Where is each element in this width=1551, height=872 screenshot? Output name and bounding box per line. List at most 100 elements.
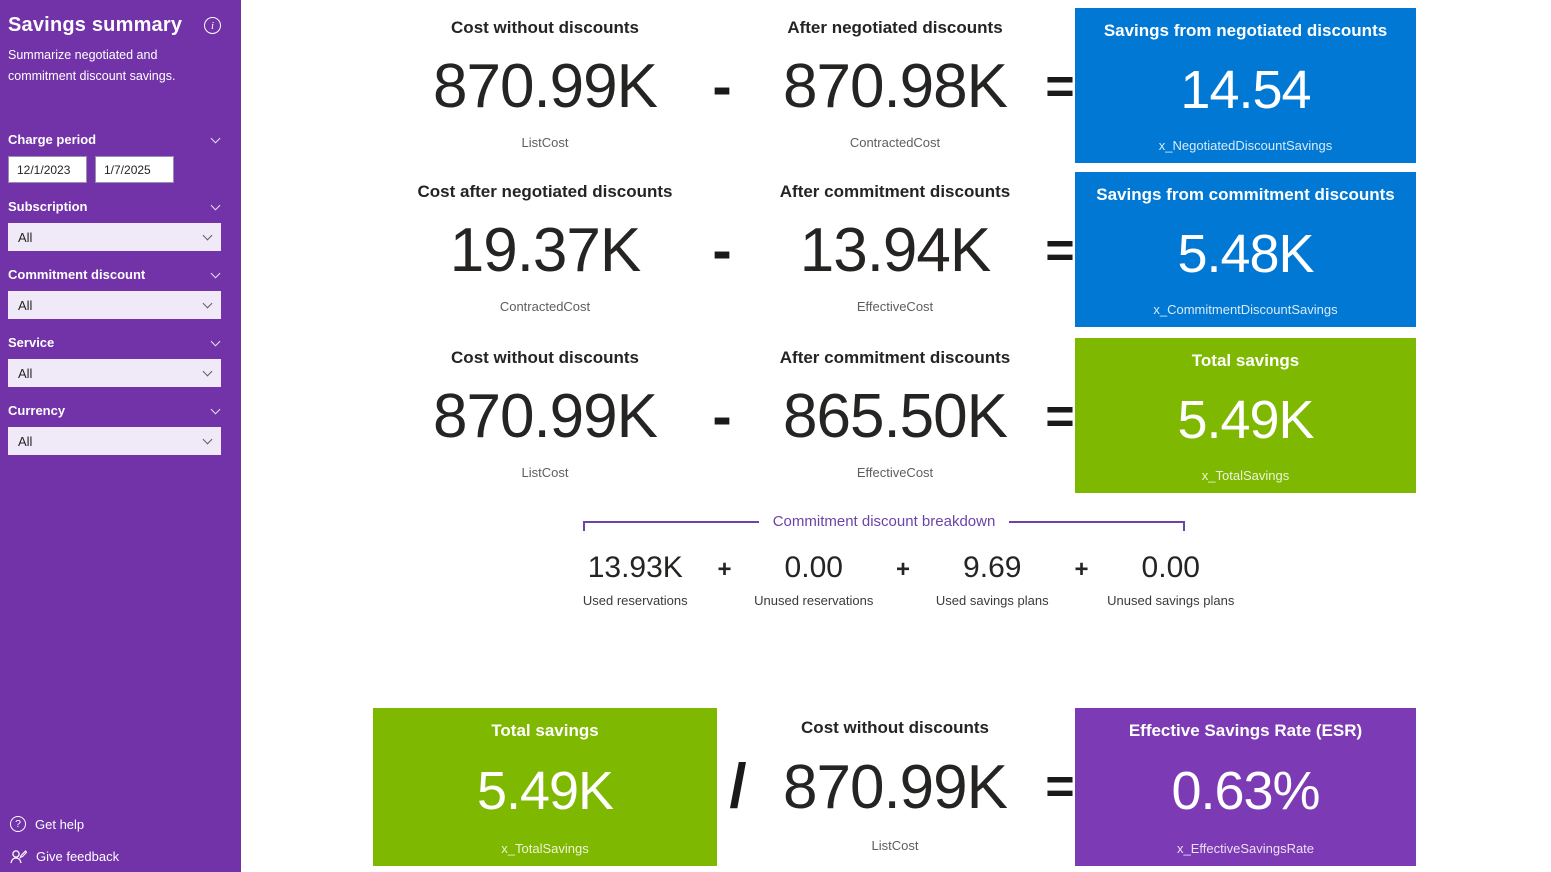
equals-operator: =	[1045, 58, 1075, 114]
commitment-discount-filter-section: Commitment discount All	[8, 267, 233, 320]
start-date-input[interactable]: 12/1/2023	[8, 156, 87, 184]
kpi-caption: ListCost	[521, 135, 569, 150]
bracket-line-right	[1009, 521, 1186, 531]
chevron-down-icon[interactable]	[210, 133, 221, 144]
kpi-caption: EffectiveCost	[856, 465, 934, 480]
kpi-caption: ListCost	[521, 465, 569, 480]
card-value: 5.48K	[1177, 223, 1314, 284]
breakdown-unused-savings-plans: 0.00 Unused savings plans	[1095, 551, 1248, 608]
kpi-title: Cost without discounts	[451, 348, 639, 367]
charge-period-inputs: 12/1/2023 1/7/2025	[8, 156, 233, 184]
currency-dropdown[interactable]: All	[8, 427, 221, 456]
card-caption: x_EffectiveSavingsRate	[1176, 841, 1315, 856]
equals-operator: =	[1045, 388, 1075, 444]
breakdown-used-reservations: 13.93K Used reservations	[559, 551, 712, 608]
kpi-after-negotiated-discounts: After negotiated discounts 870.98K Contr…	[745, 8, 1045, 163]
kpi-title: Cost without discounts	[451, 18, 639, 37]
card-effective-savings-rate: Effective Savings Rate (ESR) 0.63% x_Eff…	[1075, 708, 1416, 866]
commitment-discount-dropdown[interactable]: All	[8, 291, 221, 320]
minus-operator: -	[712, 217, 732, 283]
kpi-title: Cost after negotiated discounts	[417, 182, 673, 201]
end-date-input[interactable]: 1/7/2025	[95, 156, 174, 184]
card-title: Effective Savings Rate (ESR)	[1128, 721, 1363, 740]
filter-sidebar: Savings summary i Summarize negotiated a…	[0, 0, 241, 872]
total-savings-equation-row: Cost without discounts 870.99K ListCost …	[241, 338, 1551, 493]
page-subtitle: Summarize negotiated and commitment disc…	[8, 48, 176, 83]
currency-label: Currency	[8, 403, 66, 419]
kpi-value: 870.99K	[433, 51, 658, 121]
divide-operator: /	[729, 751, 747, 821]
card-caption: x_TotalSavings	[1201, 468, 1290, 483]
filter-sections: Charge period 12/1/2023 1/7/2025 Subscri…	[8, 132, 233, 456]
sidebar-footer: ? Get help Give feedback	[10, 816, 119, 864]
give-feedback-label: Give feedback	[36, 849, 120, 864]
page-title: Savings summary	[8, 14, 183, 36]
kpi-cost-without-discounts: Cost without discounts 870.99K ListCost	[745, 708, 1045, 866]
kpi-value: 870.99K	[783, 753, 1008, 822]
chevron-down-icon[interactable]	[210, 200, 221, 211]
breakdown-value: 13.93K	[587, 551, 683, 584]
chevron-down-icon	[202, 298, 213, 309]
minus-operator: -	[712, 383, 732, 449]
feedback-icon	[10, 850, 27, 864]
card-title: Total savings	[491, 721, 599, 740]
card-title: Total savings	[1191, 351, 1300, 370]
breakdown-bracket: Commitment discount breakdown	[583, 512, 1186, 532]
service-dropdown[interactable]: All	[8, 359, 221, 388]
plus-operator: +	[1074, 556, 1089, 583]
card-value: 0.63%	[1171, 761, 1320, 821]
kpi-value: 870.99K	[433, 381, 658, 451]
report-canvas: Cost without discounts 870.99K ListCost …	[241, 0, 1551, 872]
info-icon[interactable]: i	[204, 17, 221, 34]
card-title: Savings from commitment discounts	[1096, 185, 1395, 204]
breakdown-label: Used reservations	[582, 593, 688, 608]
breakdown-value: 9.69	[963, 551, 1022, 584]
kpi-title: After commitment discounts	[779, 348, 1011, 367]
kpi-caption: EffectiveCost	[856, 299, 934, 314]
service-dropdown-value: All	[18, 365, 33, 381]
chevron-down-icon[interactable]	[210, 336, 221, 347]
card-total-savings: Total savings 5.49K x_TotalSavings	[1075, 338, 1416, 493]
equals-operator: =	[1045, 222, 1075, 278]
negotiated-savings-equation-row: Cost without discounts 870.99K ListCost …	[241, 8, 1551, 163]
get-help-label: Get help	[35, 816, 85, 832]
subscription-dropdown[interactable]: All	[8, 223, 221, 252]
kpi-after-commitment-discounts: After commitment discounts 13.94K Effect…	[745, 172, 1045, 327]
plus-operator: +	[717, 556, 732, 583]
effective-savings-rate-row: Total savings 5.49K x_TotalSavings / Cos…	[241, 708, 1551, 866]
card-caption: x_NegotiatedDiscountSavings	[1158, 138, 1333, 153]
card-value: 14.54	[1180, 59, 1311, 120]
give-feedback-button[interactable]: Give feedback	[10, 849, 119, 864]
card-title: Savings from negotiated discounts	[1103, 21, 1388, 40]
commitment-discount-label: Commitment discount	[8, 267, 146, 283]
card-value: 5.49K	[476, 761, 614, 821]
bracket-line-left	[583, 521, 759, 531]
commitment-discount-dropdown-value: All	[18, 297, 33, 313]
breakdown-label: Unused savings plans	[1107, 593, 1235, 608]
breakdown-value: 0.00	[1141, 551, 1200, 584]
breakdown-used-savings-plans: 9.69 Used savings plans	[916, 551, 1069, 608]
kpi-caption: ListCost	[871, 838, 919, 853]
chevron-down-icon[interactable]	[210, 268, 221, 279]
kpi-cost-without-discounts: Cost without discounts 870.99K ListCost	[395, 8, 695, 163]
breakdown-items: 13.93K Used reservations + 0.00 Unused r…	[559, 551, 1247, 608]
kpi-caption: ContractedCost	[499, 299, 591, 314]
subscription-label: Subscription	[8, 199, 88, 215]
kpi-title: Cost without discounts	[801, 718, 989, 737]
help-icon: ?	[10, 816, 26, 832]
chevron-down-icon	[202, 366, 213, 377]
chevron-down-icon	[202, 230, 213, 241]
kpi-cost-after-negotiated-discounts: Cost after negotiated discounts 19.37K C…	[395, 172, 695, 327]
card-total-savings: Total savings 5.49K x_TotalSavings	[373, 708, 717, 866]
card-caption: x_TotalSavings	[501, 841, 589, 856]
breakdown-value: 0.00	[784, 551, 843, 584]
get-help-button[interactable]: ? Get help	[10, 816, 119, 832]
chevron-down-icon[interactable]	[210, 404, 221, 415]
kpi-value: 19.37K	[449, 215, 642, 285]
kpi-caption: ContractedCost	[849, 135, 941, 150]
currency-dropdown-value: All	[18, 433, 33, 449]
kpi-value: 13.94K	[799, 215, 992, 285]
service-label: Service	[8, 335, 55, 351]
commitment-savings-equation-row: Cost after negotiated discounts 19.37K C…	[241, 172, 1551, 327]
kpi-value: 870.98K	[783, 51, 1008, 121]
